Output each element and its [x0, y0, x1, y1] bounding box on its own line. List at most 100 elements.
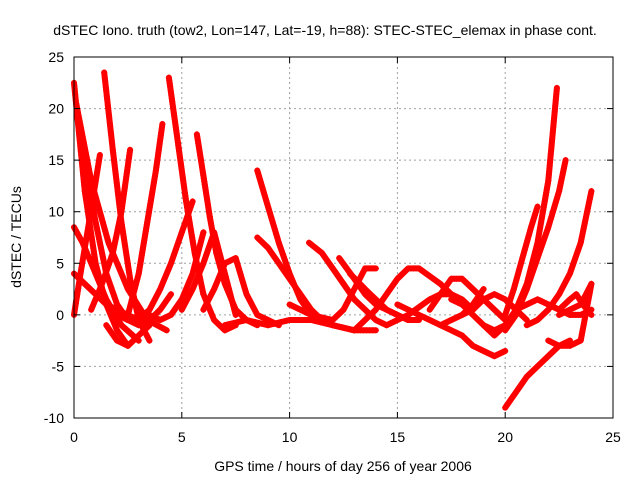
- data-point: [200, 229, 207, 236]
- data-point: [237, 271, 244, 278]
- data-point: [240, 282, 247, 289]
- data-point: [193, 255, 200, 262]
- data-point: [537, 297, 544, 304]
- data-point: [575, 245, 582, 252]
- data-point: [587, 193, 594, 200]
- data-point: [345, 296, 352, 303]
- data-point: [526, 277, 533, 284]
- data-point: [568, 264, 575, 271]
- data-point: [572, 340, 579, 347]
- series-20: [221, 317, 379, 334]
- data-point: [523, 301, 530, 308]
- data-point: [136, 264, 143, 271]
- data-point: [116, 338, 123, 345]
- data-point: [585, 298, 592, 305]
- data-point: [442, 324, 449, 331]
- data-point: [97, 241, 104, 248]
- data-point: [507, 294, 514, 301]
- data-point: [583, 213, 590, 220]
- data-point: [144, 219, 151, 226]
- data-point: [168, 260, 175, 267]
- data-point: [262, 195, 269, 202]
- data-point: [189, 234, 196, 241]
- data-point: [572, 304, 579, 311]
- data-point: [143, 222, 150, 229]
- data-point: [163, 271, 170, 278]
- data-point: [204, 249, 211, 256]
- data-point: [553, 196, 560, 203]
- data-point: [480, 286, 487, 293]
- data-point: [125, 308, 132, 315]
- data-point: [96, 151, 103, 158]
- data-point: [512, 280, 519, 287]
- data-point: [311, 312, 318, 319]
- data-point: [557, 182, 564, 189]
- x-tick-label: 10: [282, 429, 298, 445]
- data-point: [127, 278, 134, 285]
- data-point: [151, 296, 158, 303]
- data-point: [533, 257, 540, 264]
- data-point: [208, 311, 215, 318]
- data-point: [532, 260, 539, 267]
- data-point: [134, 276, 141, 283]
- data-point: [569, 305, 576, 312]
- data-point: [453, 314, 460, 321]
- data-point: [85, 225, 92, 232]
- data-point: [136, 267, 143, 274]
- data-point: [534, 255, 541, 262]
- data-point: [179, 293, 186, 300]
- data-point: [480, 296, 487, 303]
- data-point: [94, 292, 101, 299]
- data-point: [111, 244, 118, 251]
- data-point: [196, 268, 203, 275]
- data-point: [529, 319, 536, 326]
- data-point: [585, 202, 592, 209]
- data-point: [305, 310, 312, 317]
- data-point: [83, 150, 90, 157]
- data-point: [537, 246, 544, 253]
- data-point: [169, 257, 175, 264]
- data-point: [520, 252, 527, 259]
- data-point: [187, 276, 194, 283]
- data-point: [389, 319, 396, 326]
- data-point: [78, 261, 85, 268]
- data-point: [283, 317, 290, 324]
- data-point: [124, 311, 131, 318]
- data-point: [179, 226, 186, 233]
- data-point: [314, 313, 321, 320]
- data-point: [531, 263, 538, 270]
- data-point: [108, 304, 115, 311]
- data-point: [138, 255, 145, 262]
- data-point: [524, 283, 531, 290]
- data-point: [189, 286, 196, 293]
- data-point: [99, 280, 106, 287]
- data-point: [502, 311, 509, 318]
- data-point: [513, 277, 520, 284]
- data-point: [539, 213, 546, 220]
- data-point: [133, 308, 140, 315]
- data-point: [554, 193, 561, 200]
- data-point: [571, 256, 578, 263]
- data-point: [225, 321, 231, 328]
- x-tick-label: 5: [178, 429, 186, 445]
- data-point: [82, 243, 89, 250]
- data-point: [410, 309, 417, 316]
- data-point: [142, 231, 149, 238]
- data-point: [212, 246, 219, 253]
- data-point: [208, 222, 215, 229]
- data-point: [277, 245, 284, 252]
- data-point: [587, 190, 594, 197]
- data-point: [415, 311, 422, 318]
- data-point: [486, 350, 493, 357]
- data-point: [91, 210, 98, 217]
- data-point: [383, 306, 390, 313]
- data-point: [391, 310, 398, 317]
- data-point: [531, 297, 538, 304]
- data-point: [184, 282, 191, 289]
- data-point: [263, 198, 270, 205]
- data-point: [162, 274, 169, 281]
- series-8: [103, 322, 153, 349]
- data-point: [165, 266, 172, 273]
- data-point: [90, 265, 97, 272]
- data-point: [135, 322, 142, 329]
